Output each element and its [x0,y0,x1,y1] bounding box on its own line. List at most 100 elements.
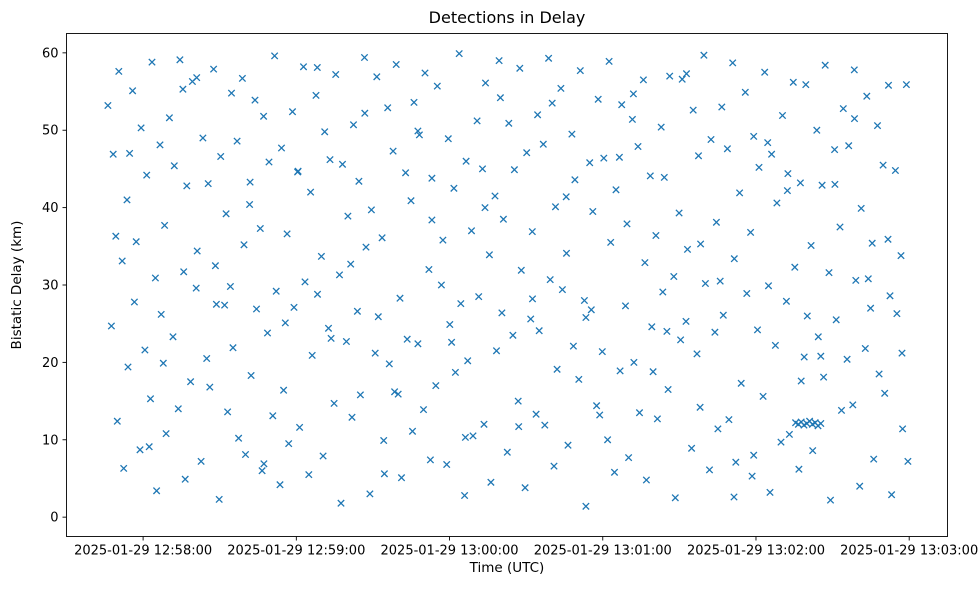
scatter-point [460,491,469,500]
scatter-point [831,180,839,189]
scatter-point [407,197,415,205]
scatter-point [313,290,322,298]
scatter-point [197,457,205,466]
scatter-point [258,467,266,475]
scatter-point [514,397,522,405]
scatter-point [783,186,792,195]
scatter-point [714,425,722,433]
scatter-point [305,470,313,479]
scatter-point [308,351,316,360]
scatter-point [857,204,865,213]
scatter-point [657,123,665,131]
scatter-point [176,56,184,64]
scatter-point [162,429,170,438]
scatter-point [260,460,268,468]
scatter-point [696,403,704,411]
scatter-point [652,231,660,240]
scatter-point [380,470,389,478]
scatter-point [295,423,304,432]
scatter-point [361,109,369,117]
scatter-point [209,65,218,73]
y-tick-label: 50 [42,124,59,139]
scatter-point [204,179,212,188]
scatter-point [553,365,561,373]
scatter-point [475,292,483,301]
scatter-point [571,176,579,184]
scatter-point [856,482,864,490]
scatter-point [861,344,869,353]
scatter-point [327,334,335,343]
scatter-point [394,390,402,398]
scatter-point [852,276,860,285]
y-tick-label: 60 [42,46,59,61]
scatter-point [335,271,344,279]
scatter-point [764,282,773,290]
scatter-point [666,72,674,80]
scatter-point [245,200,254,209]
scatter-point [410,98,418,107]
scatter-point [107,322,116,330]
scatter-point [902,80,911,89]
scatter-point [598,347,606,356]
scatter-point [517,266,525,274]
scatter-point [353,307,362,315]
scatter-point [723,145,732,153]
scatter-point [641,258,649,267]
scatter-point [761,68,769,76]
scatter-point [523,149,531,157]
scatter-point [789,78,797,86]
scatter-point [759,392,767,401]
scatter-point [283,230,291,238]
scatter-point [845,142,853,150]
scatter-point [125,149,134,158]
scatter-point [403,335,411,343]
scatter-point [676,336,685,344]
scatter-point [321,128,329,136]
scatter-point [701,279,710,288]
scatter-point [455,49,463,58]
scatter-point [414,127,422,135]
scatter-point [259,112,268,120]
scatter-point [457,299,465,308]
scatter-point [642,476,651,484]
scatter-point [397,474,406,482]
scatter-point [317,252,326,261]
scatter-point [898,349,906,357]
scatter-point [568,130,576,138]
scatter-point [503,448,511,456]
y-tick-label: 20 [42,356,59,371]
scatter-point [639,76,648,84]
scatter-point [215,495,223,504]
scatter-point [675,209,683,217]
scatter-point [132,238,140,246]
scatter-point [152,487,161,495]
scatter-point [319,452,327,460]
x-axis-label: Time (UTC) [469,560,545,576]
scatter-point [384,104,392,112]
scatter-point [558,285,567,294]
scatter-point [130,298,139,306]
scatter-point [496,94,505,102]
scatter-point [825,268,833,277]
scatter-point [730,255,738,263]
scatter-point [687,444,696,452]
scatter-point [265,158,273,166]
scatter-point [826,496,835,504]
scatter-point [541,421,549,429]
scatter-point [240,241,248,249]
scatter-point [337,499,345,507]
scatter-point [624,453,633,462]
scatter-point [785,430,794,439]
scatter-point [891,166,900,175]
scatter-point [528,295,537,303]
scatter-point [771,341,780,350]
scatter-point [432,381,440,390]
scatter-point [796,179,805,187]
scatter-point [791,263,799,271]
scatter-point [433,82,441,90]
scatter-point [272,287,280,295]
scatter-point [478,165,487,173]
scatter-point [850,114,859,123]
scatter-point [533,111,542,119]
